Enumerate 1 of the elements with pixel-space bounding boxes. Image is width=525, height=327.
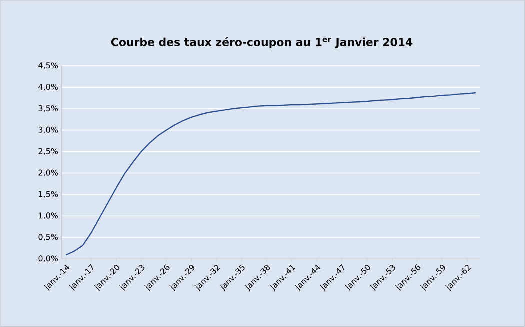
- chart-title: Courbe des taux zéro-coupon au 1$^{er}$ Janvier 2014: [111, 37, 413, 49]
